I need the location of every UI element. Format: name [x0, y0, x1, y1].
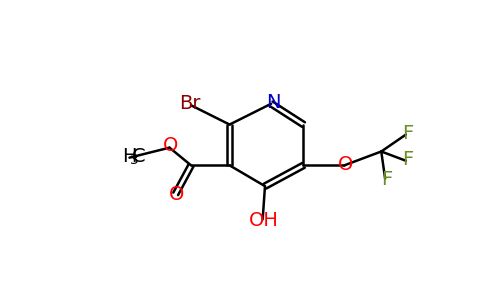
Text: H: H: [122, 147, 136, 167]
Text: F: F: [381, 170, 392, 189]
Text: 3: 3: [130, 153, 138, 167]
Text: N: N: [266, 93, 281, 112]
Text: OH: OH: [249, 211, 279, 230]
Text: O: O: [169, 185, 184, 204]
Text: O: O: [337, 155, 353, 174]
Text: Br: Br: [179, 94, 200, 113]
Text: O: O: [164, 136, 179, 155]
Text: F: F: [403, 151, 414, 169]
Text: F: F: [403, 124, 414, 143]
Text: C: C: [132, 147, 146, 167]
